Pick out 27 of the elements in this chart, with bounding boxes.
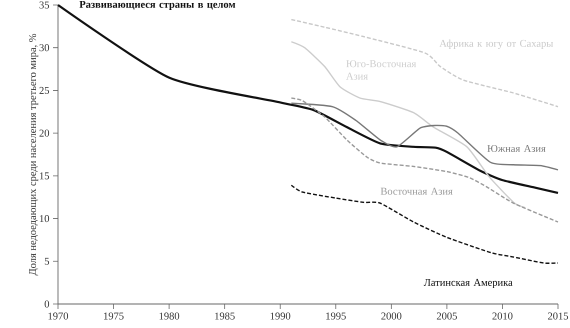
y-tick-label: 20 [39,130,50,137]
x-tick-label: 1985 [215,312,235,320]
x-tick-label: 1995 [326,312,346,320]
x-tick-label: 1990 [270,312,290,320]
x-tick-label: 1970 [48,312,68,320]
line-series [290,97,559,223]
y-tick-label: 25 [39,86,50,94]
x-tick-label: 2000 [381,312,402,320]
y-tick-label: 0 [44,300,50,308]
x-tick-label: 2015 [548,312,568,320]
y-tick-label: 10 [40,215,50,222]
x-tick-label: 1975 [104,312,124,320]
y-tick-label: 30 [40,44,50,52]
series-label: Восточная Азия [380,188,453,195]
series-label: Развивающиеся страны в целом [79,0,236,10]
y-tick-label: 15 [40,172,50,180]
x-tick-label: 2010 [492,312,512,320]
text: Латинская Америка [424,278,513,288]
y-tick-label: 5 [44,258,50,265]
series-label: Южная Азия [487,145,546,152]
line-series [290,184,559,264]
line-series [290,18,559,108]
x-tick-label: 2005 [436,312,457,320]
x-tick-label: 1980 [160,312,180,320]
y-tick-label: 35 [40,1,50,9]
y-axis-title: Доля недоедающих среди населения третьего мира, % [29,34,38,276]
line-series [290,102,559,171]
